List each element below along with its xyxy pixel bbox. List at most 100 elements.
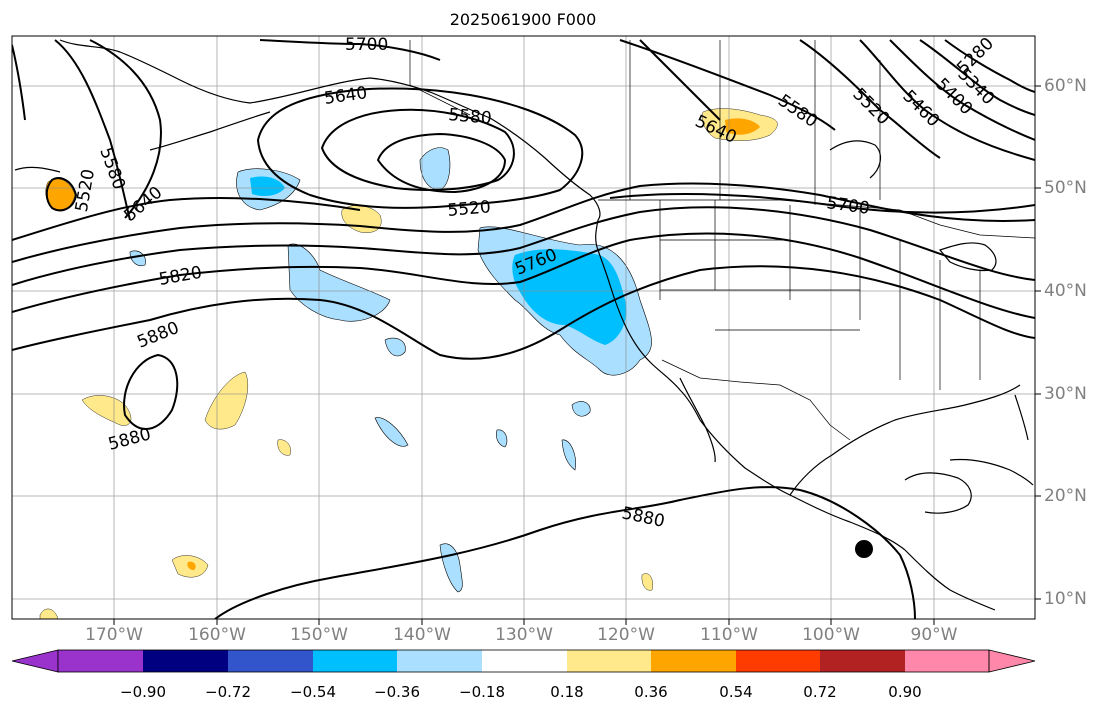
colorbar-tick-label: 0.18 bbox=[550, 683, 584, 701]
shade-positive-mid bbox=[204, 371, 248, 430]
hudson-bay-coast bbox=[829, 140, 882, 179]
alaska-coast bbox=[59, 39, 601, 221]
tropical-cyclone-icon bbox=[855, 540, 873, 558]
colorbar-bin bbox=[567, 650, 651, 672]
colorbar-outline bbox=[57, 649, 990, 673]
lon-label: 130°W bbox=[495, 625, 553, 645]
graticule bbox=[12, 36, 1035, 619]
shade-negative-small5 bbox=[129, 250, 146, 267]
shade-negative-small7 bbox=[496, 429, 508, 448]
shade-positive-small1 bbox=[277, 439, 291, 456]
contour-5400 bbox=[889, 39, 1035, 141]
colorbar-extend-min bbox=[11, 649, 59, 673]
coastlines bbox=[14, 39, 1034, 611]
shade-negative-pacific bbox=[287, 243, 391, 322]
shade-positive-small3 bbox=[641, 573, 653, 591]
colorbar-tick-label: −0.54 bbox=[290, 683, 336, 701]
us-mexico-border bbox=[661, 359, 851, 441]
colorbar-bin bbox=[905, 650, 989, 672]
colorbar-bin bbox=[143, 650, 228, 672]
shade-positive-small4 bbox=[39, 608, 59, 619]
kamchatka-coast bbox=[14, 166, 61, 173]
shade-negative-small1 bbox=[384, 337, 406, 357]
lon-label: 160°W bbox=[188, 625, 246, 645]
shade-negative-small2 bbox=[374, 417, 409, 447]
political-borders bbox=[409, 40, 1035, 441]
colorbar-tick-label: 0.54 bbox=[719, 683, 753, 701]
contour-label: 5700 bbox=[825, 193, 871, 219]
colorbar-bin bbox=[651, 650, 736, 672]
shade-positive-small2-core bbox=[187, 561, 196, 570]
lon-label: 150°W bbox=[290, 625, 348, 645]
colorbar-tick-label: −0.18 bbox=[459, 683, 505, 701]
contour-label: 5520 bbox=[0, 45, 2, 89]
contour-label: 5580 bbox=[95, 145, 129, 192]
alaska-canada-border bbox=[409, 40, 471, 116]
shade-negative-small4 bbox=[439, 543, 463, 593]
shade-positive-ne-pac bbox=[341, 205, 382, 233]
lon-label: 140°W bbox=[393, 625, 451, 645]
contour-5880-cell bbox=[123, 353, 179, 430]
shade-negative-gulf-core bbox=[250, 176, 285, 196]
shade-negative-alaska bbox=[419, 147, 451, 191]
colorbar-bin bbox=[820, 650, 905, 672]
map-title: 2025061900 F000 bbox=[449, 10, 597, 29]
colorbar-tick-label: 0.72 bbox=[803, 683, 837, 701]
lat-label: 60°N bbox=[1044, 76, 1087, 96]
contour-5880-south bbox=[214, 486, 916, 619]
lat-label: 30°N bbox=[1044, 384, 1087, 404]
colorbar-tick-label: 0.90 bbox=[888, 683, 922, 701]
lon-label: 170°W bbox=[85, 625, 143, 645]
contour-5520-ring bbox=[376, 132, 507, 194]
colorbar-bin bbox=[313, 650, 397, 672]
contour-5340 bbox=[919, 39, 1035, 116]
contour-label: 5520 bbox=[848, 84, 893, 129]
central-america-coast bbox=[904, 549, 996, 611]
aleutians bbox=[149, 111, 271, 151]
contour-5640-ring bbox=[256, 87, 584, 209]
contour-label: 5580 bbox=[448, 105, 493, 129]
colorbar-tick-label: −0.90 bbox=[120, 683, 166, 701]
contour-label: 5580 bbox=[774, 91, 821, 132]
contour-5700 bbox=[12, 182, 1035, 263]
contour-5520-west bbox=[12, 44, 26, 121]
yucatan-coast bbox=[904, 472, 972, 514]
us-canada-border bbox=[598, 199, 1035, 239]
contour-5760 bbox=[12, 206, 1035, 286]
height-contours bbox=[12, 39, 1035, 619]
colorbar-bin bbox=[397, 650, 482, 672]
colorbar-tick-label: −0.36 bbox=[374, 683, 420, 701]
contour-label: 5880 bbox=[620, 503, 666, 532]
contour-label: 5880 bbox=[106, 424, 153, 455]
contour-5880 bbox=[12, 265, 1035, 360]
contour-5280 bbox=[944, 39, 1035, 93]
contour-label: 5520 bbox=[447, 197, 492, 221]
contour-5640 bbox=[12, 197, 361, 241]
colorbar-extend-max bbox=[988, 649, 1036, 673]
contour-5580-ring bbox=[320, 108, 515, 191]
shade-positive-canada-core bbox=[725, 118, 760, 135]
contour-label: 5640 bbox=[323, 83, 369, 109]
colorbar-tick-label: −0.72 bbox=[205, 683, 251, 701]
contour-5520-north bbox=[799, 39, 941, 159]
lat-label: 20°N bbox=[1044, 486, 1087, 506]
colorbar-bin bbox=[58, 650, 143, 672]
colorbar-bin bbox=[482, 650, 567, 672]
contour-label: 5640 bbox=[120, 183, 166, 226]
lat-label: 10°N bbox=[1044, 589, 1087, 609]
shade-negative-small6 bbox=[561, 439, 576, 471]
colorbar-bin bbox=[736, 650, 820, 672]
great-lakes bbox=[938, 242, 997, 272]
lon-label: 120°W bbox=[597, 625, 655, 645]
contour-5580-west bbox=[54, 39, 131, 221]
lat-label: 50°N bbox=[1044, 178, 1087, 198]
cuba-coast bbox=[949, 458, 1034, 486]
axis-ticks bbox=[113, 85, 1041, 625]
contour-5700-east bbox=[609, 193, 1035, 214]
baja-coast bbox=[679, 377, 716, 463]
contour-label: 5820 bbox=[157, 263, 203, 290]
lon-label: 110°W bbox=[700, 625, 758, 645]
contour-5640-north bbox=[639, 39, 721, 121]
lon-label: 100°W bbox=[802, 625, 860, 645]
